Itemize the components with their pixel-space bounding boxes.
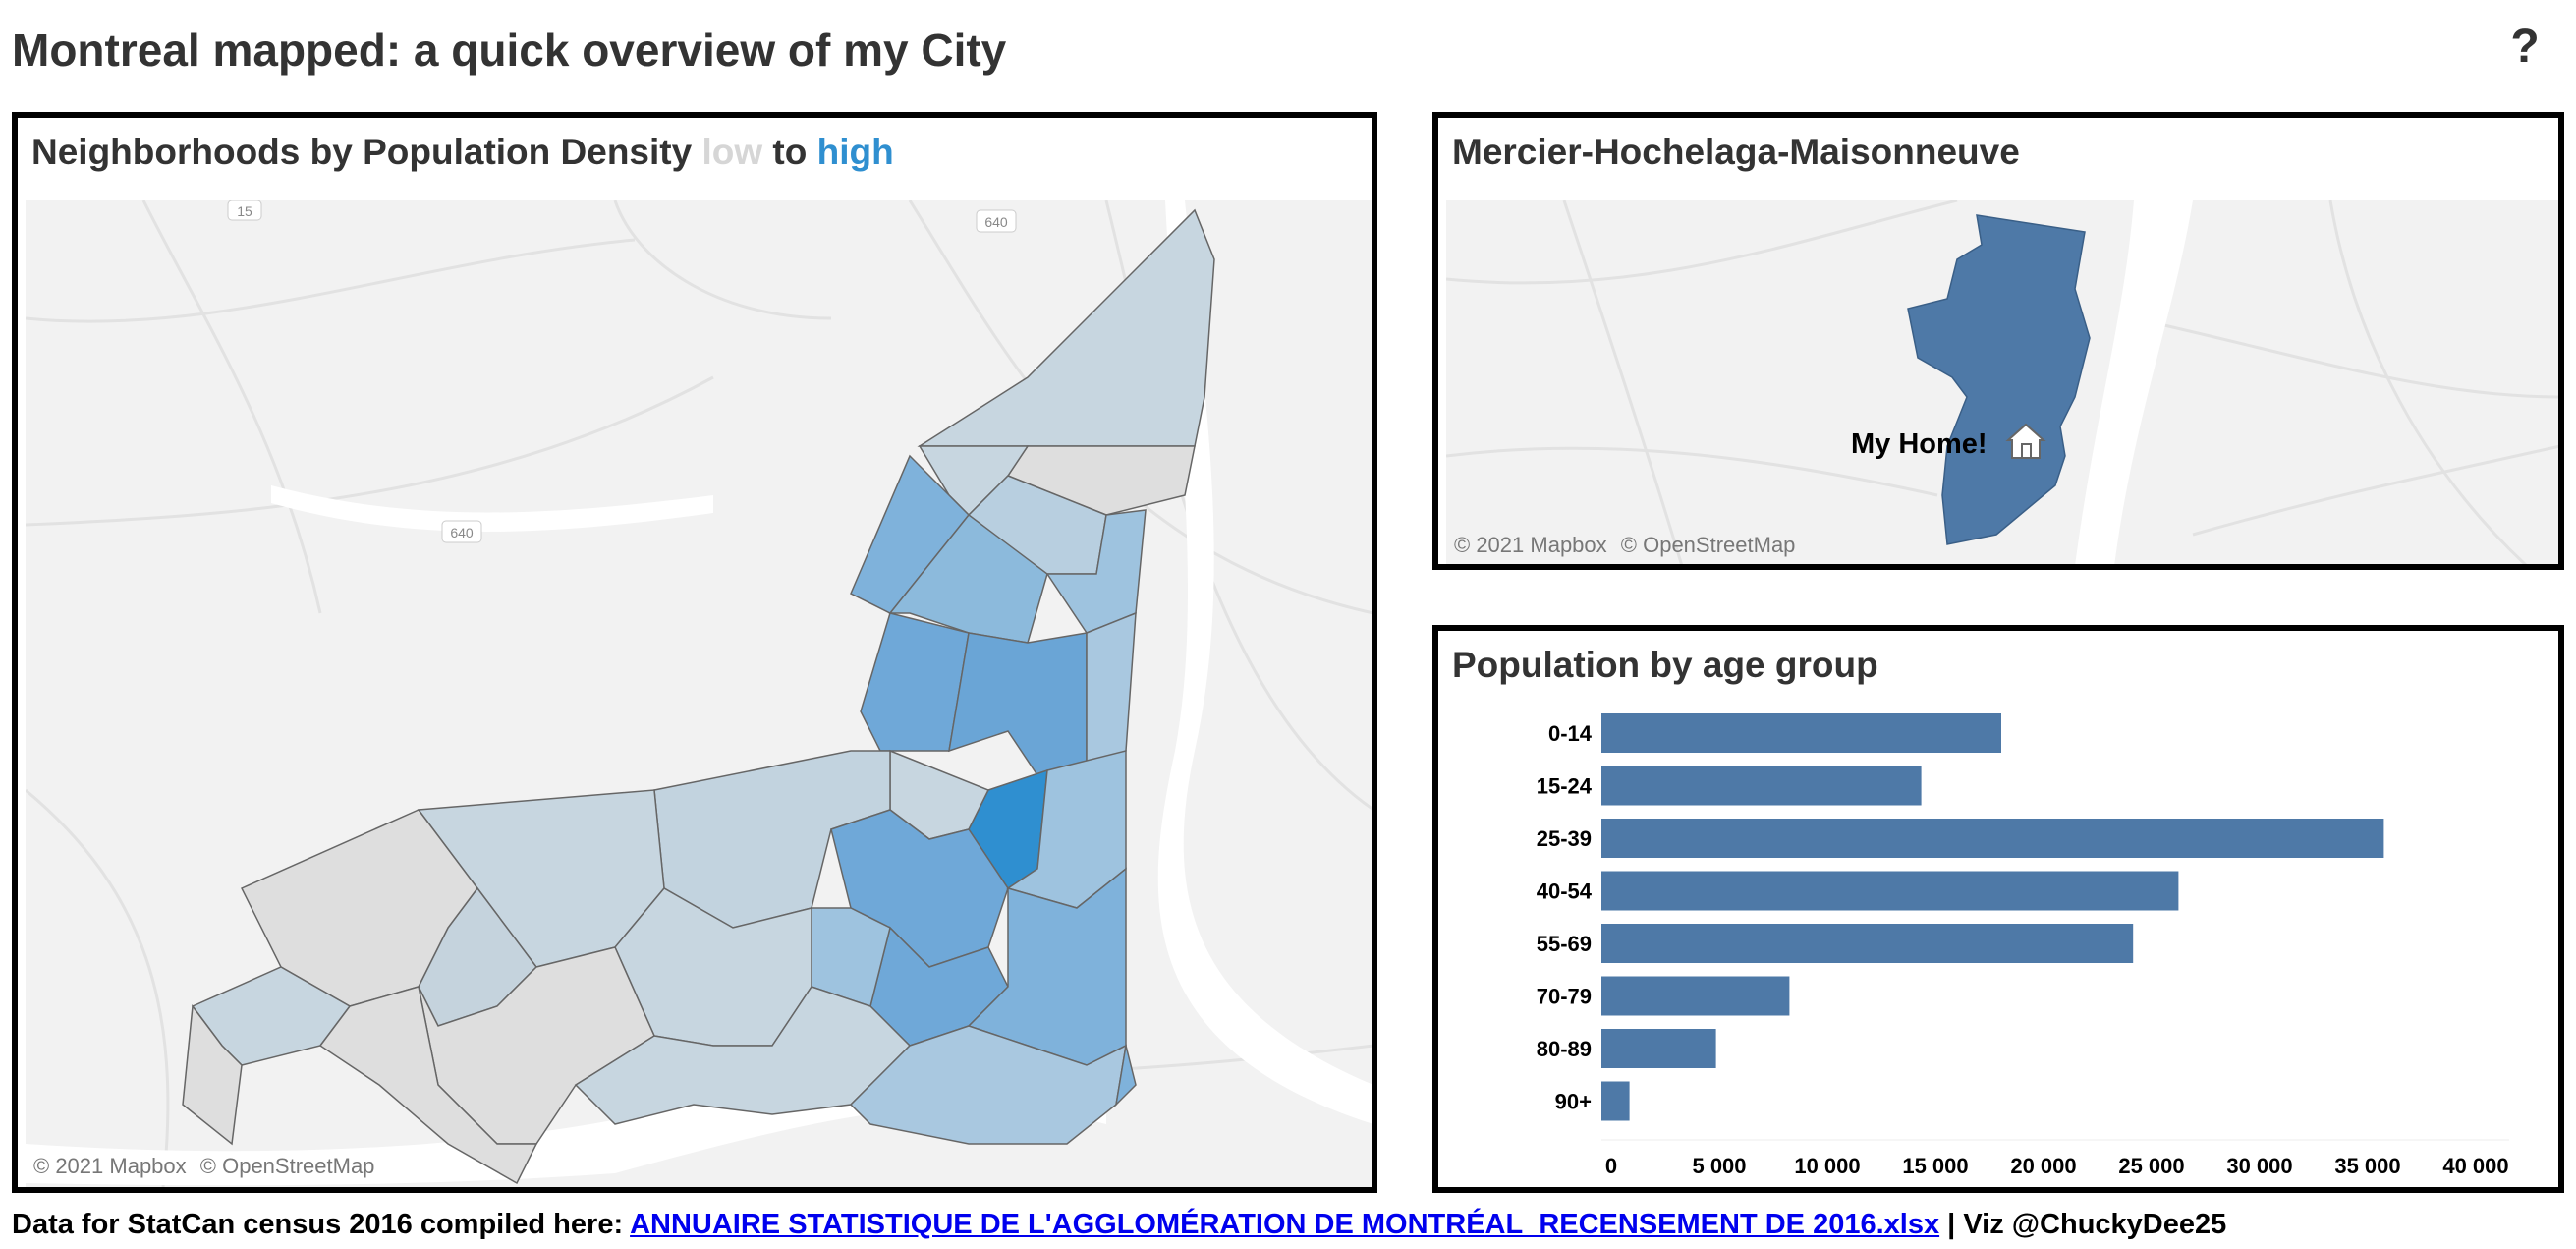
x-tick-label: 5 000 xyxy=(1692,1154,1746,1178)
data-source-link[interactable]: ANNUAIRE STATISTIQUE DE L'AGGLOMÉRATION … xyxy=(630,1209,1940,1240)
age-bar[interactable] xyxy=(1601,819,2384,858)
density-map[interactable]: 15 640 640 40 xyxy=(26,200,1373,1187)
highway-label-640-a: 640 xyxy=(984,214,1008,230)
age-category-label: 70-79 xyxy=(1537,985,1592,1009)
age-panel-title: Population by age group xyxy=(1452,645,1878,685)
home-neighborhood-panel: Mercier-Hochelaga-Maisonneuve My Home! ©… xyxy=(1432,112,2564,570)
density-attribution-osm: © OpenStreetMap xyxy=(199,1154,375,1178)
age-category-label: 80-89 xyxy=(1537,1037,1592,1061)
age-bar[interactable] xyxy=(1601,976,1790,1016)
x-tick-label: 35 000 xyxy=(2334,1154,2400,1178)
density-panel-title: Neighborhoods by Population Density low … xyxy=(31,132,894,173)
x-tick-label: 0 xyxy=(1605,1154,1617,1178)
age-category-label: 15-24 xyxy=(1537,774,1593,799)
age-bar[interactable] xyxy=(1601,924,2134,963)
age-bar-chart: 0-14 15-24 25-39 40-54 55-69 70-79 80-89 90+ 0 5 … xyxy=(1537,713,2509,1178)
home-river xyxy=(2075,200,2193,564)
home-attribution: © 2021 Mapbox © OpenStreetMap xyxy=(1454,533,1795,558)
home-background-roads xyxy=(1446,200,2558,564)
density-title-to: to xyxy=(772,132,808,172)
footer-prefix: Data for StatCan census 2016 compiled he… xyxy=(12,1209,624,1240)
density-attribution-mapbox: © 2021 Mapbox xyxy=(33,1154,187,1178)
home-attribution-osm: © OpenStreetMap xyxy=(1620,533,1796,557)
age-category-label: 40-54 xyxy=(1537,880,1593,904)
highway-label-640-b: 640 xyxy=(450,525,474,540)
x-tick-label: 10 000 xyxy=(1794,1154,1860,1178)
house-icon xyxy=(2005,423,2046,459)
footer: Data for StatCan census 2016 compiled he… xyxy=(12,1209,2226,1241)
x-tick-label: 40 000 xyxy=(2442,1154,2508,1178)
page-title: Montreal mapped: a quick overview of my … xyxy=(12,25,1007,76)
x-tick-label: 15 000 xyxy=(1902,1154,1968,1178)
age-bar[interactable] xyxy=(1601,766,1922,806)
density-title-low: low xyxy=(701,132,763,172)
density-map-svg[interactable]: 15 640 640 40 xyxy=(26,200,1373,1187)
home-map-svg xyxy=(1446,200,2558,564)
home-panel-title: Mercier-Hochelaga-Maisonneuve xyxy=(1452,132,2020,172)
age-bar[interactable] xyxy=(1601,1081,1630,1121)
age-category-label: 25-39 xyxy=(1537,826,1592,851)
age-category-label: 90+ xyxy=(1555,1090,1592,1114)
age-bar[interactable] xyxy=(1601,713,2001,753)
x-tick-label: 20 000 xyxy=(2010,1154,2076,1178)
footer-credit: | Viz @ChuckyDee25 xyxy=(1947,1209,2227,1240)
x-tick-label: 25 000 xyxy=(2118,1154,2184,1178)
home-neighborhood-shape[interactable] xyxy=(1907,214,2091,545)
home-map[interactable]: My Home! © 2021 Mapbox © OpenStreetMap xyxy=(1446,200,2558,564)
density-title-prefix: Neighborhoods by Population Density xyxy=(31,132,693,172)
highway-label-15: 15 xyxy=(237,203,252,219)
neighborhoods[interactable] xyxy=(182,208,1215,1185)
age-category-label: 0-14 xyxy=(1548,721,1593,746)
age-bar[interactable] xyxy=(1601,871,2179,911)
help-button[interactable]: ? xyxy=(2510,21,2540,73)
density-map-panel: Neighborhoods by Population Density low … xyxy=(12,112,1377,1193)
home-label: My Home! xyxy=(1851,428,1988,460)
density-title-high: high xyxy=(816,132,894,172)
home-attribution-mapbox: © 2021 Mapbox xyxy=(1454,533,1607,557)
density-attribution: © 2021 Mapbox © OpenStreetMap xyxy=(33,1154,374,1179)
age-bar[interactable] xyxy=(1601,1029,1716,1068)
x-tick-label: 30 000 xyxy=(2226,1154,2292,1178)
age-chart-panel: Population by age group 0-14 15-24 25-39 40… xyxy=(1432,625,2564,1193)
age-category-label: 55-69 xyxy=(1537,932,1592,956)
